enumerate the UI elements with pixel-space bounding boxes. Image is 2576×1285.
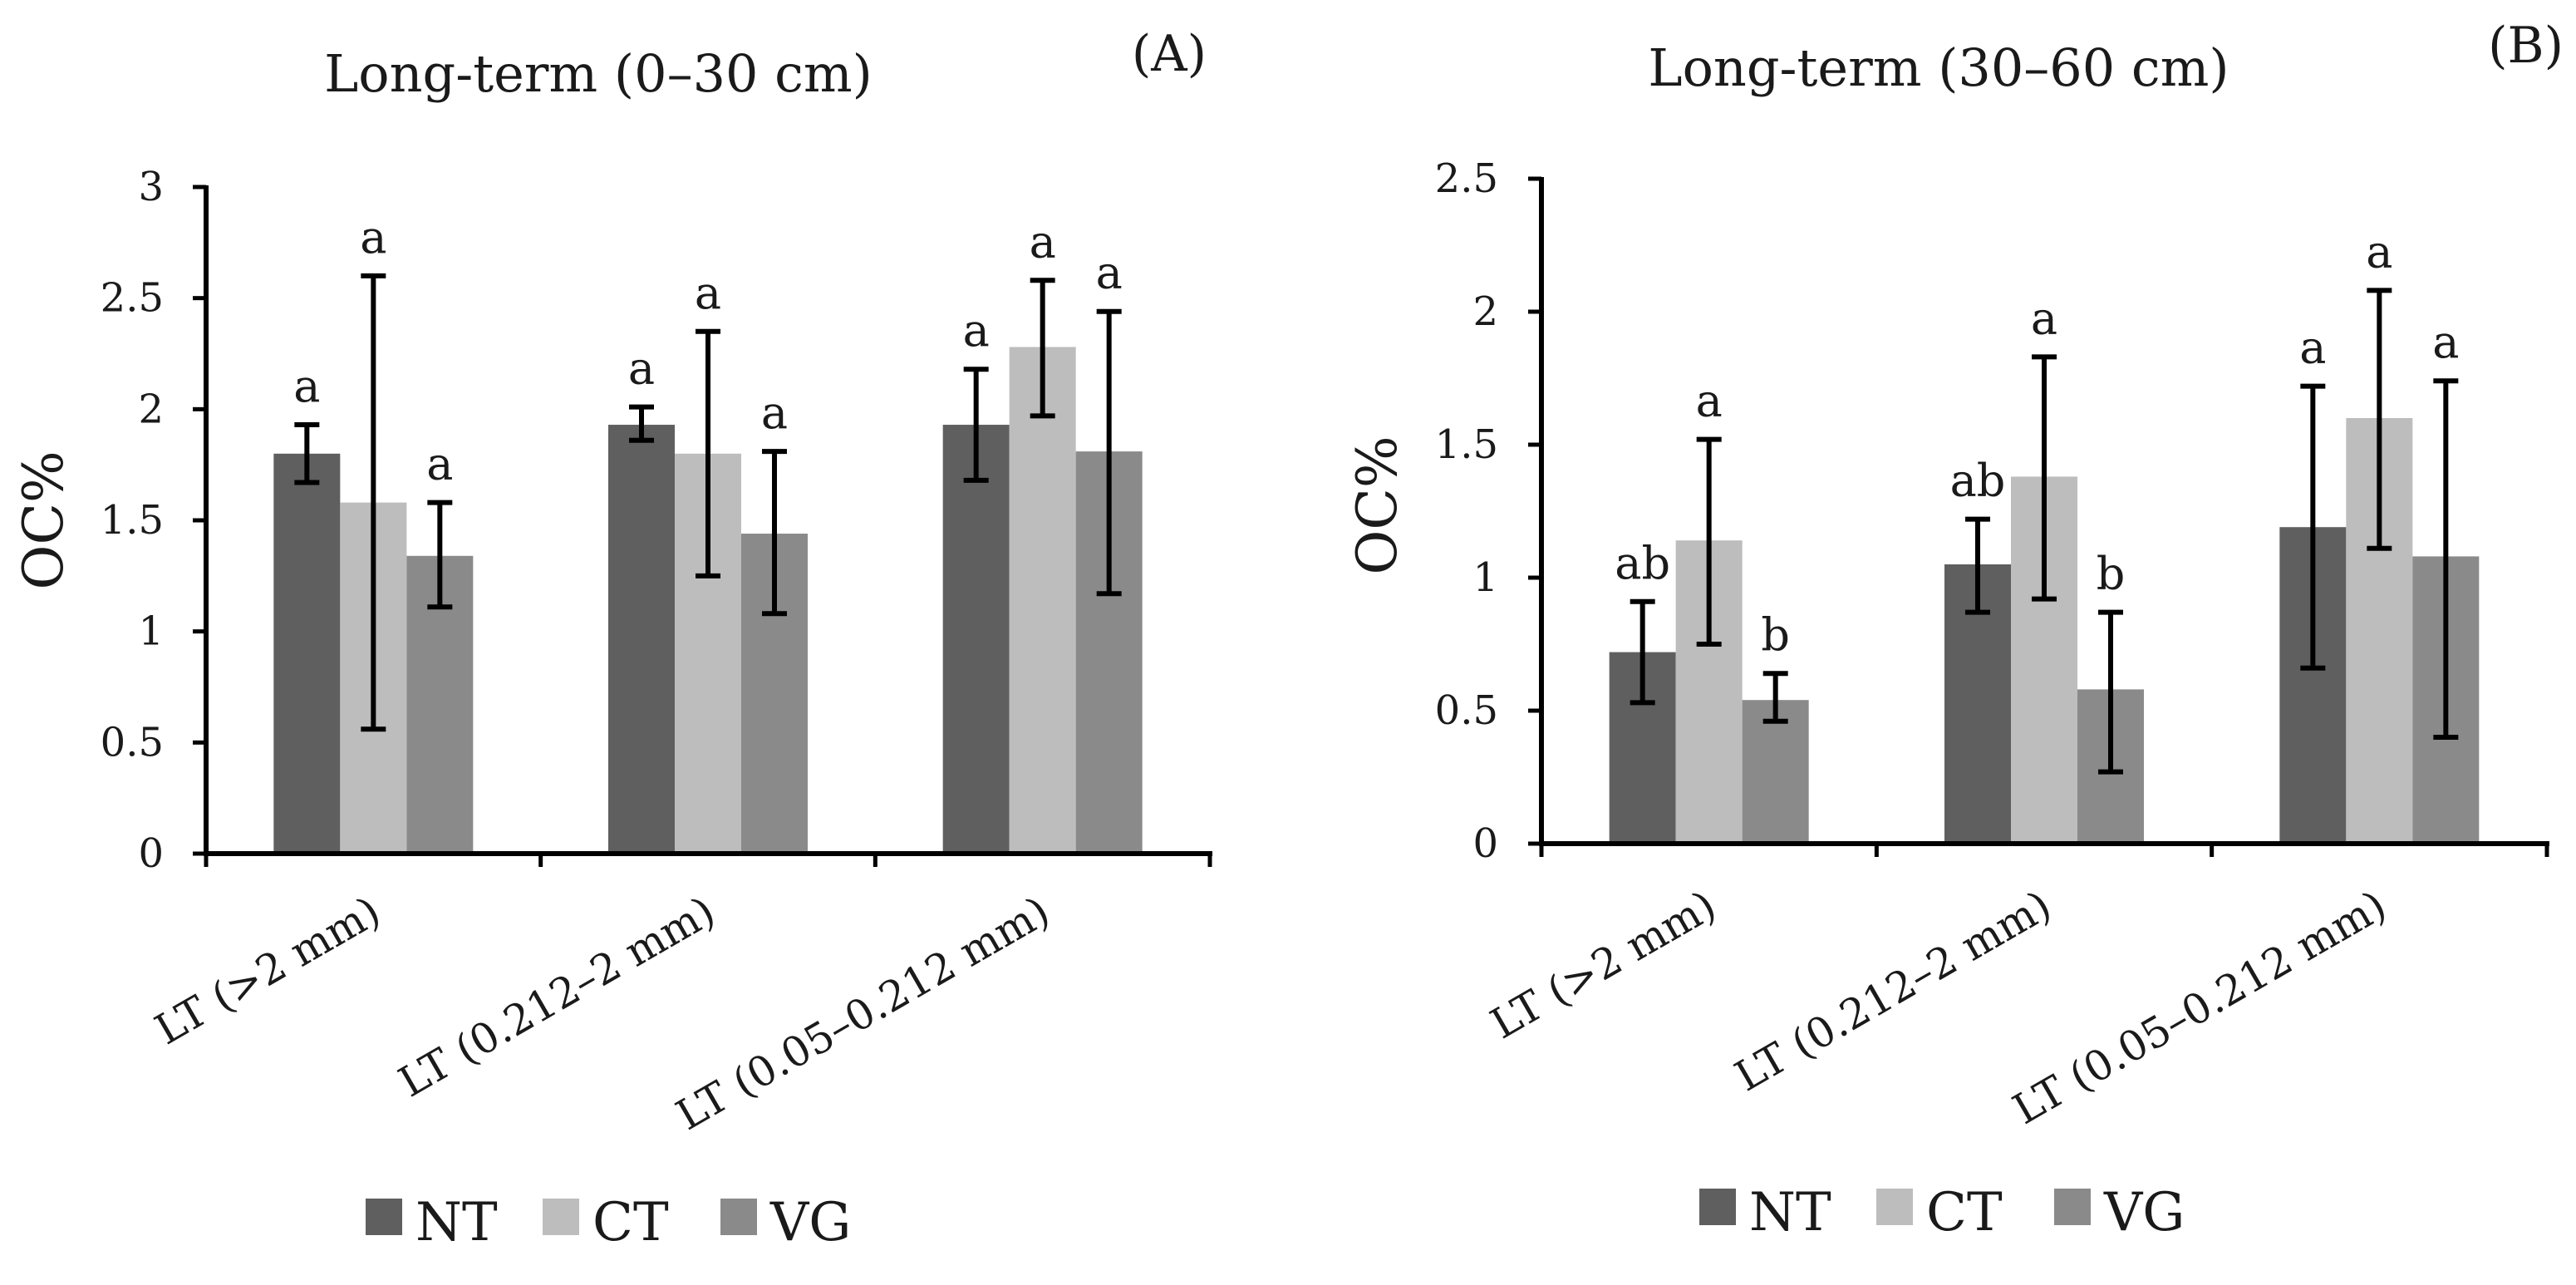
significance-letter: a	[1030, 215, 1056, 268]
y-tick-label: 3	[138, 164, 164, 210]
significance-letter: ab	[1950, 455, 2006, 507]
bar-ct-3	[1009, 347, 1076, 854]
significance-letter: a	[2299, 322, 2326, 374]
legend-item-nt: NT	[366, 1192, 498, 1253]
legend-swatch	[366, 1199, 402, 1235]
significance-letter: a	[695, 267, 721, 319]
legend-label: NT	[415, 1192, 498, 1253]
significance-letter: a	[2432, 316, 2459, 368]
legend-swatch	[1876, 1189, 1913, 1225]
significance-letter: a	[628, 342, 655, 395]
error-bar-vg-3	[1096, 308, 1122, 597]
error-bar-nt-3	[963, 367, 989, 483]
error-bar-nt-2	[1965, 516, 1990, 615]
y-tick-label: 2	[1472, 288, 1498, 335]
significance-letter: a	[360, 211, 386, 263]
error-bar-vg-2	[762, 449, 787, 617]
legend-label: VG	[2103, 1182, 2185, 1243]
x-tick-label: LT (0.05–0.212 mm)	[668, 887, 1058, 1140]
error-bar-ct-1	[361, 273, 386, 732]
y-tick-label: 1	[138, 608, 164, 655]
significance-letter: a	[1096, 247, 1123, 299]
y-tick-label: 0.5	[1435, 687, 1498, 734]
x-tick-label: LT (0.212–2 mm)	[1727, 881, 2059, 1100]
x-tick-label: LT (0.05–0.212 mm)	[2005, 881, 2395, 1134]
legend-item-vg: VG	[2054, 1182, 2185, 1243]
significance-letter: a	[761, 386, 788, 439]
error-bar-vg-1	[1762, 671, 1788, 724]
legend: NT CT VG	[1699, 1182, 2185, 1243]
legend-label: NT	[1749, 1182, 1831, 1243]
y-axis-label: OC%	[1345, 436, 1409, 574]
significance-letter: a	[1696, 375, 1723, 427]
error-bar-ct-2	[2032, 354, 2057, 602]
y-tick-label: 0	[1472, 820, 1498, 867]
significance-letter: a	[426, 438, 453, 490]
legend-item-ct: CT	[1876, 1182, 2003, 1243]
error-bar-nt-1	[294, 422, 320, 485]
y-axis-label: OC%	[12, 450, 76, 589]
bar-nt-1	[273, 453, 341, 854]
significance-letter: a	[2366, 225, 2392, 278]
error-bar-ct-3	[1030, 278, 1055, 419]
significance-letter: b	[2097, 548, 2126, 600]
error-bar-ct-3	[2367, 288, 2392, 551]
legend: NT CT VG	[366, 1192, 851, 1253]
y-tick-label: 1.5	[101, 497, 164, 544]
legend-swatch	[1699, 1189, 1736, 1225]
chart-title: Long-term (0–30 cm)	[324, 43, 873, 104]
legend-label: CT	[1926, 1182, 2003, 1243]
legend-swatch	[543, 1199, 579, 1235]
error-bar-vg-1	[427, 500, 453, 610]
legend-label: CT	[592, 1192, 669, 1253]
bar-vg-1	[1742, 700, 1809, 844]
significance-letter: a	[963, 304, 990, 357]
chart-title: Long-term (30–60 cm)	[1648, 37, 2229, 98]
error-bar-ct-2	[696, 328, 720, 578]
x-tick-label: LT (>2 mm)	[147, 887, 388, 1054]
legend-item-nt: NT	[1699, 1182, 1831, 1243]
error-bar-vg-2	[2098, 609, 2123, 775]
panel-label: (A)	[1132, 25, 1207, 83]
legend-item-ct: CT	[543, 1192, 669, 1253]
significance-letter: b	[1761, 608, 1790, 661]
error-bar-nt-1	[1630, 598, 1655, 706]
legend-label: VG	[769, 1192, 851, 1253]
y-tick-label: 1	[1472, 554, 1498, 601]
error-bar-ct-1	[1696, 436, 1722, 647]
y-tick-label: 2.5	[101, 275, 164, 322]
bar-nt-2	[608, 425, 675, 854]
legend-swatch	[720, 1199, 757, 1235]
chart-panel-a: Long-term (0–30 cm) (A)OC%a aaaaaaaa00.511…	[12, 25, 1212, 1253]
y-tick-label: 2.5	[1435, 155, 1498, 202]
significance-letter: a	[293, 360, 320, 412]
x-tick-label: LT (>2 mm)	[1482, 881, 1723, 1048]
significance-letter: ab	[1615, 537, 1670, 589]
x-tick-label: LT (0.212–2 mm)	[391, 887, 723, 1106]
error-bar-vg-3	[2433, 378, 2459, 740]
error-bar-nt-3	[2300, 383, 2326, 671]
y-tick-label: 1.5	[1435, 421, 1498, 468]
chart-panel-b: Long-term (30–60 cm) (B)OC% ababaaaabba00.…	[1345, 17, 2564, 1243]
y-tick-label: 2	[138, 386, 164, 432]
legend-item-vg: VG	[720, 1192, 851, 1253]
legend-swatch	[2054, 1189, 2091, 1225]
y-tick-label: 0.5	[101, 719, 164, 766]
panel-label: (B)	[2488, 17, 2564, 75]
error-bar-nt-2	[629, 404, 654, 443]
bar-nt-3	[942, 425, 1010, 854]
y-tick-label: 0	[138, 830, 164, 877]
significance-letter: a	[2031, 292, 2057, 344]
